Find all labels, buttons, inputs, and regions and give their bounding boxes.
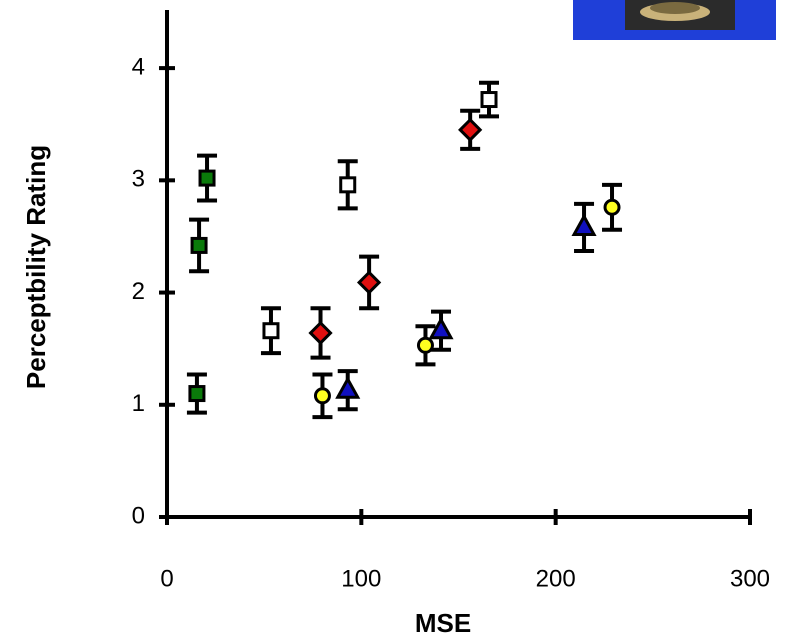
marker xyxy=(335,376,361,399)
y-tick-label: 2 xyxy=(132,278,145,305)
marker xyxy=(428,316,454,340)
marker xyxy=(458,117,483,142)
photo xyxy=(573,0,776,40)
marker xyxy=(339,176,357,194)
marker xyxy=(262,322,280,340)
marker xyxy=(356,270,382,295)
x-tick-label: 100 xyxy=(341,565,381,592)
y-tick-label: 0 xyxy=(132,502,145,529)
y-tick-label: 3 xyxy=(132,166,145,193)
marker xyxy=(198,169,216,187)
x-tick-label: 200 xyxy=(536,565,576,592)
x-axis-label: MSE xyxy=(415,608,471,638)
marker xyxy=(416,336,434,354)
x-tick-label: 0 xyxy=(160,565,173,592)
marker xyxy=(190,236,208,254)
marker xyxy=(313,387,331,405)
marker xyxy=(480,91,498,109)
y-tick-label: 4 xyxy=(132,53,145,80)
y-tick-label: 1 xyxy=(132,390,145,417)
marker xyxy=(603,198,621,216)
marker xyxy=(571,213,597,236)
x-tick-label: 300 xyxy=(730,565,770,592)
y-axis-label: Perceptbility Rating xyxy=(21,145,51,389)
marker xyxy=(188,385,206,403)
marker xyxy=(308,320,333,346)
